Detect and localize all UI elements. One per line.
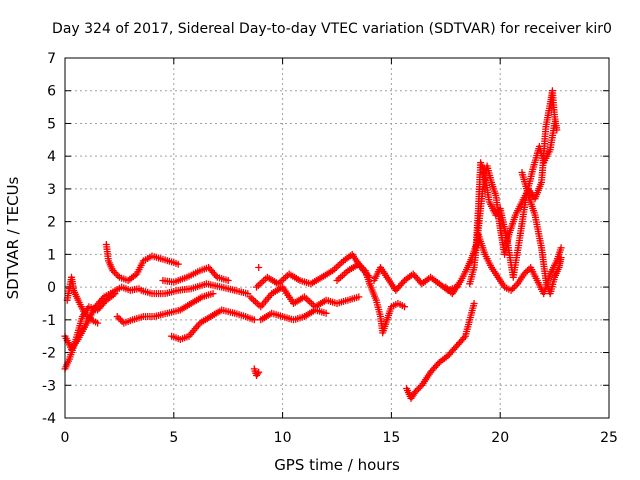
data-point bbox=[254, 370, 262, 378]
data-point bbox=[86, 314, 93, 322]
y-tick-label: 7 bbox=[47, 51, 56, 67]
data-point bbox=[111, 268, 118, 276]
y-tick-label: 1 bbox=[47, 247, 56, 263]
data-point bbox=[224, 277, 232, 284]
y-tick-label: 6 bbox=[47, 84, 56, 100]
data-point bbox=[111, 290, 119, 298]
data-point bbox=[209, 290, 217, 298]
data-point bbox=[255, 368, 263, 376]
y-tick-label: 3 bbox=[47, 182, 56, 198]
data-point bbox=[118, 318, 126, 325]
data-point bbox=[115, 314, 123, 322]
data-point bbox=[255, 264, 263, 271]
y-tick-label: 0 bbox=[47, 280, 56, 296]
data-point bbox=[113, 313, 121, 320]
plot-frame bbox=[64, 57, 610, 419]
y-tick-label: 2 bbox=[47, 215, 56, 231]
y-axis-label: SDTVAR / TECUs bbox=[4, 176, 22, 299]
y-tick-label: 5 bbox=[47, 116, 56, 132]
data-point bbox=[360, 265, 368, 273]
x-tick-label: 20 bbox=[491, 430, 509, 446]
data-point bbox=[333, 277, 341, 284]
data-point bbox=[355, 293, 363, 301]
data-point bbox=[174, 260, 182, 268]
data-points bbox=[61, 87, 565, 402]
data-point bbox=[557, 244, 565, 252]
data-point bbox=[82, 311, 90, 319]
data-point bbox=[401, 303, 408, 311]
data-point bbox=[112, 270, 120, 278]
data-point bbox=[460, 334, 468, 342]
data-point bbox=[557, 254, 565, 262]
chart-title: Day 324 of 2017, Sidereal Day-to-day VTE… bbox=[52, 21, 612, 37]
data-point bbox=[509, 285, 517, 293]
data-point bbox=[355, 260, 363, 268]
data-point bbox=[553, 126, 561, 134]
x-tick-label: 15 bbox=[382, 430, 400, 446]
x-tick-label: 10 bbox=[274, 430, 292, 446]
data-point bbox=[415, 385, 423, 392]
y-tick-label: -2 bbox=[42, 346, 56, 362]
x-tick-label: 5 bbox=[169, 430, 178, 446]
data-point bbox=[523, 267, 531, 275]
y-tick-label: 4 bbox=[47, 149, 56, 165]
y-tick-label: -4 bbox=[42, 411, 56, 427]
y-tick-label: -1 bbox=[42, 313, 56, 329]
axis-ticks bbox=[64, 57, 610, 419]
grid-lines bbox=[65, 58, 609, 418]
y-tick-label: -3 bbox=[42, 378, 56, 394]
data-point bbox=[442, 283, 450, 291]
data-point bbox=[81, 309, 89, 317]
x-tick-label: 0 bbox=[61, 430, 70, 446]
tick-labels: 0 5 10 15 20 25 -4 -3 -2 -1 0 1 2 3 4 5 6 7 bbox=[42, 51, 618, 446]
data-point bbox=[322, 309, 330, 317]
data-point bbox=[94, 319, 102, 327]
data-point bbox=[250, 316, 258, 324]
x-axis-label: GPS time / hours bbox=[274, 456, 400, 474]
x-tick-label: 25 bbox=[600, 430, 618, 446]
data-point bbox=[253, 283, 260, 291]
data-point bbox=[470, 300, 478, 307]
